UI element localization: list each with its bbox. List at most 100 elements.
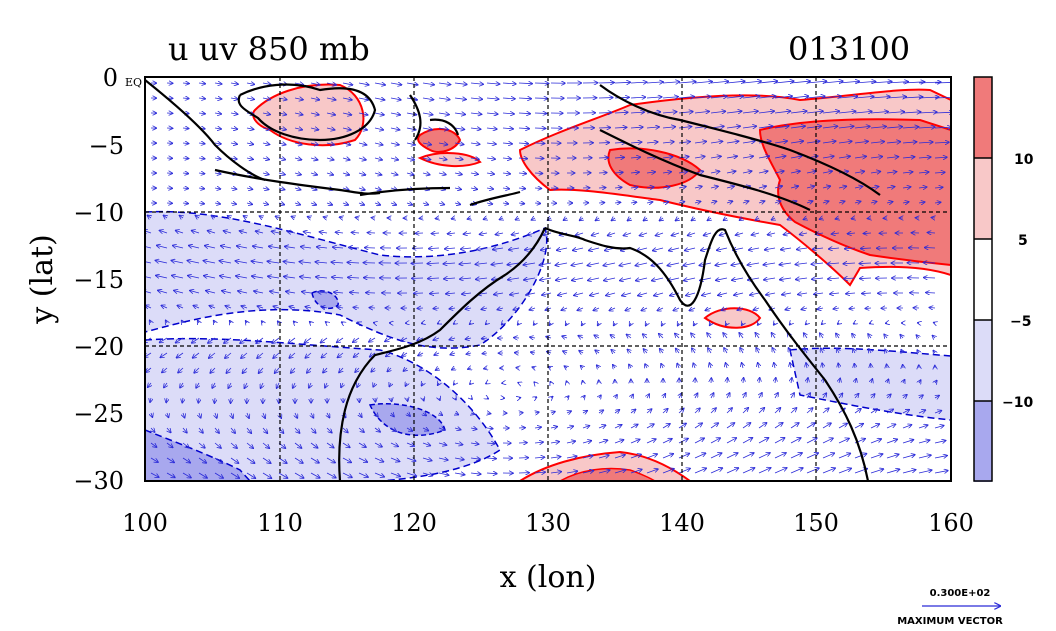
wind-vector xyxy=(172,275,184,278)
wind-vector xyxy=(839,378,840,384)
wind-vector xyxy=(214,173,221,174)
wind-vector xyxy=(836,218,839,219)
wind-vector xyxy=(756,218,759,220)
wind-vector xyxy=(812,278,824,279)
wind-vector xyxy=(338,352,344,357)
wind-vector xyxy=(934,411,941,413)
wind-vector xyxy=(219,261,232,263)
wind-vector xyxy=(694,323,695,326)
wind-vector xyxy=(439,413,442,415)
wind-vector xyxy=(768,233,776,235)
wind-vector xyxy=(726,201,733,203)
wind-vector xyxy=(438,83,451,85)
wind-vector xyxy=(518,158,527,159)
wind-vector xyxy=(433,308,440,309)
wind-vector xyxy=(758,201,765,203)
wind-vector xyxy=(752,233,760,235)
wind-vector xyxy=(486,113,498,114)
wind-vector xyxy=(572,278,584,280)
wind-vector xyxy=(358,98,368,100)
colorbar-bin-neg5-10 xyxy=(974,320,992,401)
wind-vector xyxy=(385,338,392,341)
wind-vector xyxy=(625,308,632,311)
wind-vector xyxy=(614,97,629,98)
wind-vector xyxy=(374,83,385,85)
wind-vector xyxy=(643,334,648,338)
wind-vector xyxy=(214,113,221,114)
strong-easterly-sw xyxy=(145,429,252,481)
y-tick-25: −25 xyxy=(73,400,124,428)
wind-vector xyxy=(209,306,216,308)
wind-vector xyxy=(193,352,200,358)
wind-vector xyxy=(214,143,221,144)
wind-vector xyxy=(790,141,803,143)
wind-vector xyxy=(676,218,679,221)
wind-vector xyxy=(528,233,536,235)
wind-vector xyxy=(550,323,551,325)
wind-vector xyxy=(342,188,349,190)
wind-vector xyxy=(310,322,311,323)
wind-vector xyxy=(717,248,728,250)
wind-vector xyxy=(288,337,296,343)
wind-vector xyxy=(272,231,280,233)
x-tick-100: 100 xyxy=(122,509,168,537)
wind-vector xyxy=(438,98,450,100)
wind-vector xyxy=(391,413,394,416)
wind-vector xyxy=(774,81,794,83)
wind-vector xyxy=(148,383,151,387)
x-tick-160: 160 xyxy=(928,509,974,537)
wind-vector xyxy=(790,363,791,369)
wind-vector xyxy=(500,218,503,220)
wind-vector xyxy=(774,186,782,188)
wind-vector xyxy=(294,143,302,145)
wind-vector xyxy=(596,218,599,220)
wind-vector xyxy=(678,112,693,113)
wind-vector xyxy=(375,413,378,417)
wind-vector xyxy=(294,128,302,130)
wind-vector xyxy=(647,394,649,398)
wind-vector xyxy=(487,413,491,414)
wind-vector xyxy=(902,157,915,158)
wind-vector xyxy=(716,278,728,280)
wind-vector xyxy=(374,158,382,160)
wind-vector xyxy=(864,233,872,234)
wind-vector xyxy=(710,186,718,188)
wind-vector xyxy=(630,112,644,113)
wind-vector xyxy=(669,248,680,251)
wind-vector xyxy=(454,203,460,204)
wind-vector xyxy=(684,278,696,281)
wind-vector xyxy=(420,368,423,371)
wind-vector xyxy=(820,218,823,219)
wind-vector xyxy=(355,368,359,372)
wind-vector xyxy=(781,248,792,250)
wind-vector xyxy=(902,112,921,113)
wind-vector xyxy=(205,246,216,248)
wind-vector xyxy=(476,278,488,279)
wind-vector xyxy=(162,367,168,372)
wind-vector xyxy=(294,83,303,85)
wind-vector xyxy=(310,143,318,145)
wind-vector xyxy=(486,143,496,144)
wind-vector xyxy=(614,112,628,113)
wind-vector xyxy=(471,398,472,399)
wind-vector xyxy=(804,218,807,219)
wind-vector xyxy=(340,217,343,218)
wind-vector xyxy=(407,413,410,416)
wind-vector xyxy=(886,172,897,173)
wind-vector xyxy=(592,233,600,235)
wind-vector xyxy=(766,293,776,295)
wind-vector xyxy=(732,278,744,280)
wind-vector xyxy=(884,334,887,338)
wind-vector xyxy=(342,173,349,175)
wind-vector xyxy=(326,128,335,130)
wind-vector xyxy=(798,293,808,294)
wind-vector xyxy=(790,111,807,113)
wind-vector xyxy=(832,233,840,234)
wind-vector xyxy=(886,127,902,128)
wind-vector xyxy=(886,82,908,83)
wind-vector xyxy=(870,186,879,188)
wind-vector xyxy=(589,248,600,250)
wind-vector xyxy=(710,141,722,143)
wind-vector xyxy=(772,348,775,354)
wind-vector xyxy=(702,293,712,295)
